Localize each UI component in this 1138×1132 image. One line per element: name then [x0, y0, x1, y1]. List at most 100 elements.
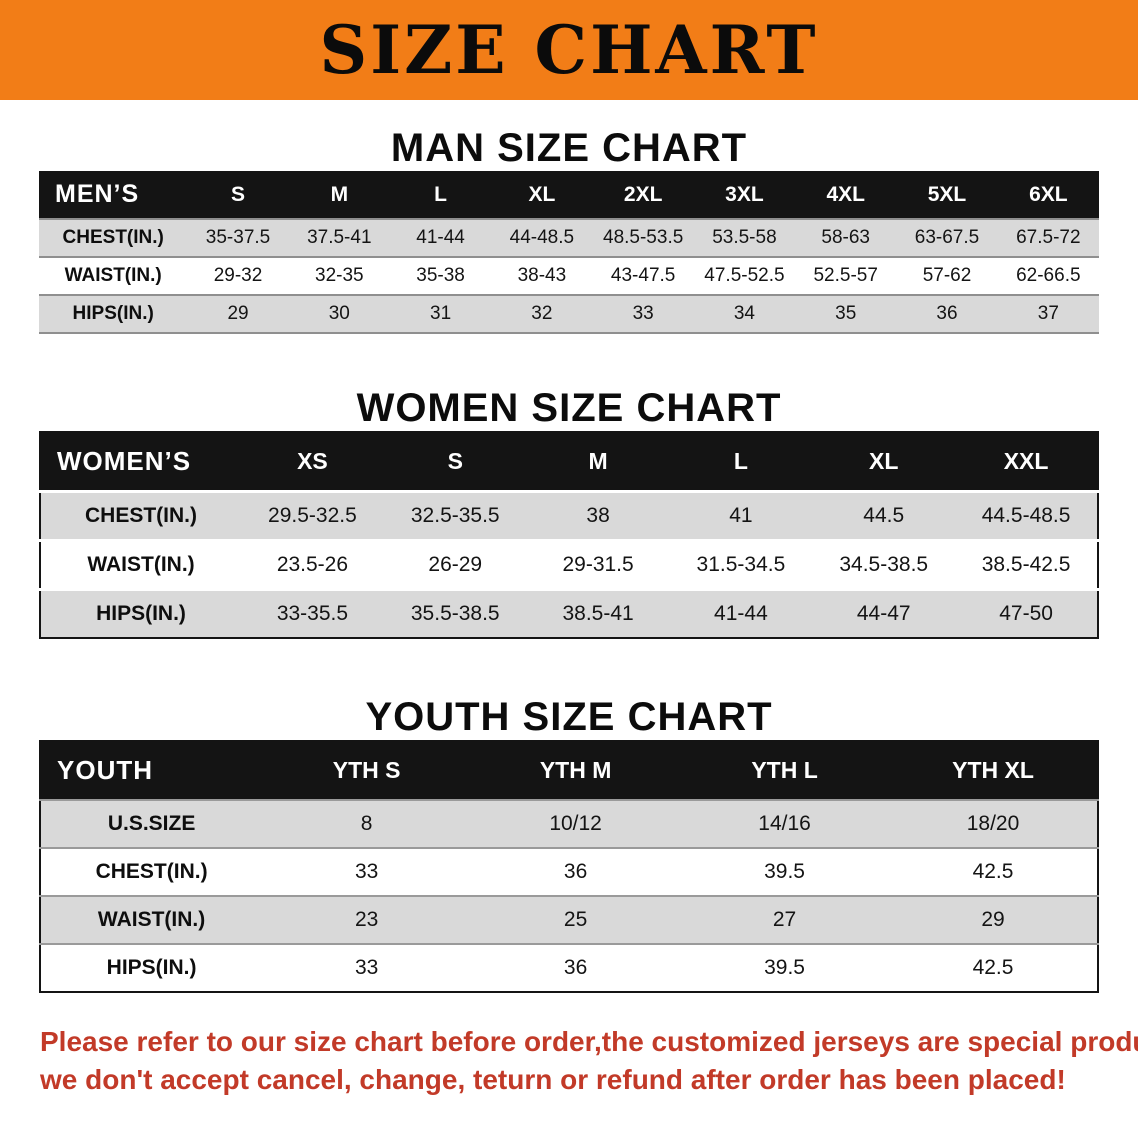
- men-section-heading: MAN SIZE CHART: [390, 126, 748, 170]
- size-value-cell: 31.5-34.5: [696, 553, 786, 576]
- size-value-cell: 57-62: [922, 265, 972, 286]
- women-size-section: WOMEN SIZE CHART WOMEN’S XS S M L XL XXL CHEST(…: [0, 386, 1138, 639]
- size-column-header: 2XL: [592, 171, 694, 219]
- youth-size-section: YOUTH SIZE CHART YOUTH YTH S YTH M YTH L YTH…: [0, 695, 1138, 993]
- table-row: U.S.SIZE 8 10/12 14/16 18/20: [40, 800, 1098, 848]
- size-value-cell: 29: [227, 303, 249, 324]
- size-value-cell: 34: [733, 303, 755, 324]
- size-value-cell: 10/12: [549, 812, 602, 835]
- table-corner-label: MEN’S: [39, 171, 188, 219]
- row-label: WAIST(IN.): [64, 265, 162, 286]
- table-header-row: YOUTH YTH S YTH M YTH L YTH XL: [40, 741, 1098, 800]
- size-column-header: L: [669, 432, 813, 492]
- table-row: HIPS(IN.) 33-35.5 35.5-38.5 38.5-41 41-44 44-…: [40, 589, 1098, 638]
- size-column-header: 3XL: [693, 171, 796, 219]
- row-label: HIPS(IN.): [106, 956, 197, 979]
- table-row: WAIST(IN.) 23 25 27 29: [40, 896, 1098, 944]
- table-row: CHEST(IN.) 29.5-32.5 32.5-35.5 38 41 44.5 44.5…: [40, 491, 1098, 541]
- size-value-cell: 32-35: [315, 265, 364, 286]
- size-value-cell: 35-38: [416, 265, 465, 286]
- size-value-cell: 33: [354, 956, 379, 979]
- size-column-header: YTH L: [680, 741, 890, 800]
- size-value-cell: 33: [354, 860, 379, 883]
- size-value-cell: 42.5: [972, 860, 1014, 883]
- size-value-cell: 18/20: [966, 812, 1020, 835]
- size-value-cell: 62-66.5: [1016, 265, 1081, 286]
- size-value-cell: 41-44: [714, 602, 768, 625]
- size-value-cell: 25: [563, 908, 588, 931]
- size-value-cell: 48.5-53.5: [603, 227, 684, 248]
- size-column-header: YTH XL: [889, 741, 1098, 800]
- row-label: CHEST(IN.): [62, 227, 164, 248]
- table-header-row: MEN’S S M L XL 2XL 3XL 4XL 5XL 6XL: [39, 171, 1099, 219]
- size-value-cell: 29: [981, 908, 1005, 931]
- size-value-cell: 41-44: [416, 227, 465, 248]
- row-label: HIPS(IN.): [72, 303, 154, 324]
- table-corner-label: WOMEN’S: [40, 432, 242, 492]
- size-value-cell: 37: [1037, 303, 1059, 324]
- size-value-cell: 42.5: [972, 956, 1014, 979]
- size-column-header: XS: [241, 432, 384, 492]
- women-section-heading: WOMEN SIZE CHART: [356, 386, 782, 430]
- size-value-cell: 32.5-35.5: [410, 504, 500, 527]
- size-value-cell: 44.5: [863, 504, 905, 527]
- size-value-cell: 14/16: [758, 812, 811, 835]
- size-value-cell: 47.5-52.5: [704, 265, 785, 286]
- size-value-cell: 32: [531, 303, 553, 324]
- row-label: HIPS(IN.): [96, 602, 186, 625]
- table-row: HIPS(IN.) 29 30 31 32 33 34 35 36 37: [39, 295, 1099, 333]
- size-column-header: L: [389, 171, 492, 219]
- size-value-cell: 31: [430, 303, 452, 324]
- size-value-cell: 8: [360, 812, 373, 835]
- notice-line-1: Please refer to our size chart before or…: [40, 1026, 1138, 1057]
- table-header-row: WOMEN’S XS S M L XL XXL: [40, 432, 1098, 492]
- size-value-cell: 29-31.5: [562, 553, 634, 576]
- women-size-table: WOMEN’S XS S M L XL XXL CHEST(IN.) 29.5-32.5 32.5…: [39, 431, 1099, 639]
- row-label: WAIST(IN.): [87, 553, 195, 576]
- size-column-header: YTH S: [262, 741, 472, 800]
- table-corner-label: YOUTH: [40, 741, 263, 800]
- size-column-header: M: [526, 432, 670, 492]
- youth-section-heading: YOUTH SIZE CHART: [365, 695, 773, 739]
- size-column-header: M: [288, 171, 390, 219]
- size-value-cell: 44-47: [856, 602, 911, 625]
- size-value-cell: 38-43: [517, 265, 567, 286]
- size-value-cell: 39.5: [764, 956, 805, 979]
- size-value-cell: 52.5-57: [813, 265, 878, 286]
- size-column-header: YTH M: [471, 741, 681, 800]
- banner: SIZE CHART: [0, 0, 1138, 100]
- size-value-cell: 37.5-41: [307, 227, 372, 248]
- size-value-cell: 44-48.5: [509, 227, 575, 248]
- row-label: CHEST(IN.): [95, 860, 208, 883]
- size-column-header: 4XL: [795, 171, 897, 219]
- row-label: U.S.SIZE: [107, 812, 196, 835]
- size-column-header: XL: [812, 432, 956, 492]
- size-value-cell: 29.5-32.5: [268, 504, 357, 527]
- row-label: WAIST(IN.): [97, 908, 206, 931]
- size-value-cell: 38: [586, 504, 610, 527]
- size-value-cell: 34.5-38.5: [839, 553, 929, 576]
- size-value-cell: 43-47.5: [610, 265, 676, 286]
- size-column-header: 5XL: [896, 171, 998, 219]
- size-value-cell: 38.5-42.5: [981, 553, 1071, 576]
- size-column-header: S: [383, 432, 527, 492]
- size-column-header: XXL: [955, 432, 1098, 492]
- size-value-cell: 35: [835, 303, 857, 324]
- size-value-cell: 26-29: [428, 553, 483, 576]
- table-row: HIPS(IN.) 33 36 39.5 42.5: [40, 944, 1098, 992]
- size-value-cell: 23.5-26: [276, 553, 349, 576]
- size-value-cell: 23: [354, 908, 379, 931]
- size-value-cell: 29-32: [213, 265, 263, 286]
- size-value-cell: 67.5-72: [1016, 227, 1081, 248]
- size-value-cell: 33: [632, 303, 654, 324]
- size-value-cell: 36: [563, 956, 588, 979]
- size-value-cell: 47-50: [999, 602, 1053, 625]
- size-value-cell: 39.5: [764, 860, 805, 883]
- size-value-cell: 53.5-58: [712, 227, 777, 248]
- size-column-header: XL: [491, 171, 593, 219]
- men-size-section: MAN SIZE CHART MEN’S S M L XL 2XL 3XL 4XL 5XL 6XL…: [0, 126, 1138, 334]
- order-notice: Please refer to our size chart before or…: [40, 1023, 1138, 1099]
- row-label: CHEST(IN.): [85, 504, 197, 527]
- size-value-cell: 38.5-41: [562, 602, 634, 625]
